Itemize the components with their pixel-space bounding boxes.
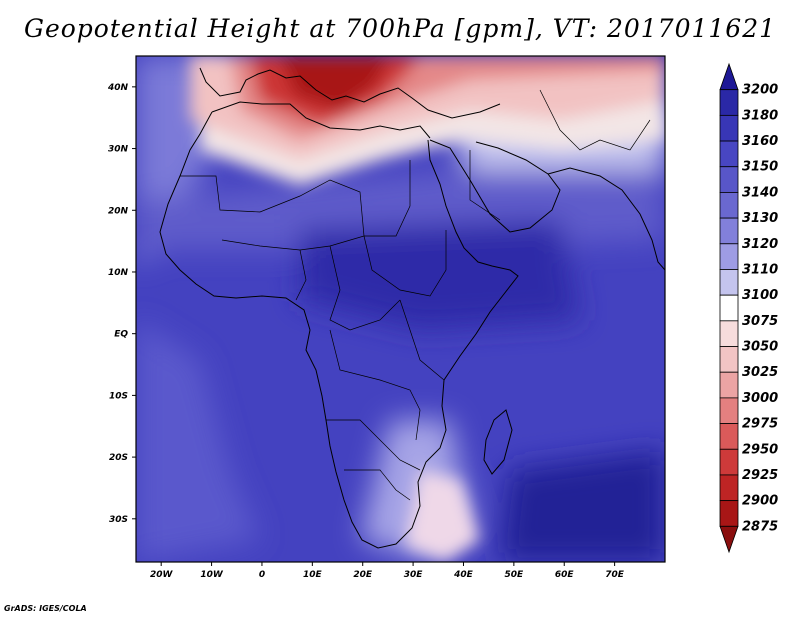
colorbar-swatch — [719, 243, 739, 270]
plot-frame — [135, 55, 666, 563]
colorbar-swatch — [719, 448, 739, 476]
map-title: Geopotential Height at 700hPa [gpm], VT:… — [23, 14, 777, 43]
lat-tick-label: 10N — [108, 268, 129, 278]
colorbar-label: 2975 — [742, 417, 778, 432]
lon-tick-label: 40E — [453, 570, 474, 580]
lon-tick-label: 10W — [200, 570, 224, 580]
lon-tick-label: 0 — [259, 570, 265, 580]
colorbar-label: 3000 — [742, 391, 778, 406]
lon-tick-label: 60E — [555, 570, 575, 580]
colorbar-swatch — [719, 166, 739, 193]
lat-tick-label: 40N — [107, 83, 129, 93]
colorbar-swatch — [719, 474, 739, 502]
lat-tick-label: 20S — [109, 453, 128, 463]
colorbar-label: 2875 — [742, 519, 778, 534]
colorbar-label: 3110 — [742, 262, 778, 277]
colorbar-swatch — [719, 62, 739, 91]
colorbar-label: 3075 — [742, 314, 778, 329]
colorbar-swatch — [719, 423, 739, 450]
colorbar-swatch — [719, 89, 739, 116]
lon-tick-label: 30E — [404, 570, 424, 580]
longitude-axis: 20W 10W 0 10E 20E 30E 40E 50E 60E 70E — [150, 562, 625, 580]
colorbar-swatch — [719, 192, 739, 219]
lon-tick-label: 50E — [505, 570, 525, 580]
colorbar-swatch — [719, 500, 739, 527]
country-borders — [180, 89, 651, 501]
lon-tick-label: 20W — [150, 570, 174, 580]
colorbar-label: 3025 — [742, 365, 778, 380]
lon-tick-label: 10E — [303, 570, 323, 580]
lat-tick-label: EQ — [114, 330, 128, 340]
colorbar: 3200 3180 3160 3150 3140 3130 3120 3110 3100 3075… — [719, 62, 778, 554]
coastlines — [159, 67, 665, 549]
lat-tick-label: 30N — [108, 145, 129, 155]
colorbar-label: 2900 — [742, 494, 778, 509]
colorbar-swatch — [719, 371, 739, 399]
colorbar-label: 3200 — [742, 83, 778, 98]
colorbar-label: 3150 — [742, 160, 778, 175]
colorbar-swatch — [719, 269, 739, 296]
colorbar-label: 3050 — [742, 340, 778, 355]
colorbar-swatch — [719, 217, 739, 245]
colorbar-swatch — [719, 114, 739, 142]
lon-tick-label: 20E — [353, 570, 373, 580]
colorbar-swatch — [719, 294, 739, 322]
lon-tick-label: 70E — [605, 570, 625, 580]
colorbar-swatch — [719, 346, 739, 373]
lat-tick-label: 10S — [109, 391, 128, 401]
colorbar-swatch — [719, 525, 739, 554]
colorbar-label: 3100 — [742, 288, 778, 303]
colorbar-label: 2950 — [742, 442, 778, 457]
colorbar-label: 3130 — [742, 211, 778, 226]
colorbar-label: 3180 — [742, 108, 778, 123]
height-field — [136, 56, 665, 562]
colorbar-label: 3140 — [742, 185, 778, 200]
lat-tick-label: 20N — [108, 206, 129, 216]
lat-tick-label: 30S — [109, 515, 128, 525]
colorbar-swatch — [719, 140, 739, 168]
colorbar-label: 3120 — [742, 237, 778, 252]
colorbar-label: 2925 — [742, 468, 778, 483]
credit-label: GrADS: IGES/COLA — [4, 604, 87, 613]
colorbar-swatch — [719, 397, 739, 424]
latitude-axis: 40N 30N 20N 10N EQ 10S 20S 30S — [107, 83, 136, 525]
colorbar-label: 3160 — [742, 134, 778, 149]
colorbar-swatch — [719, 320, 739, 347]
